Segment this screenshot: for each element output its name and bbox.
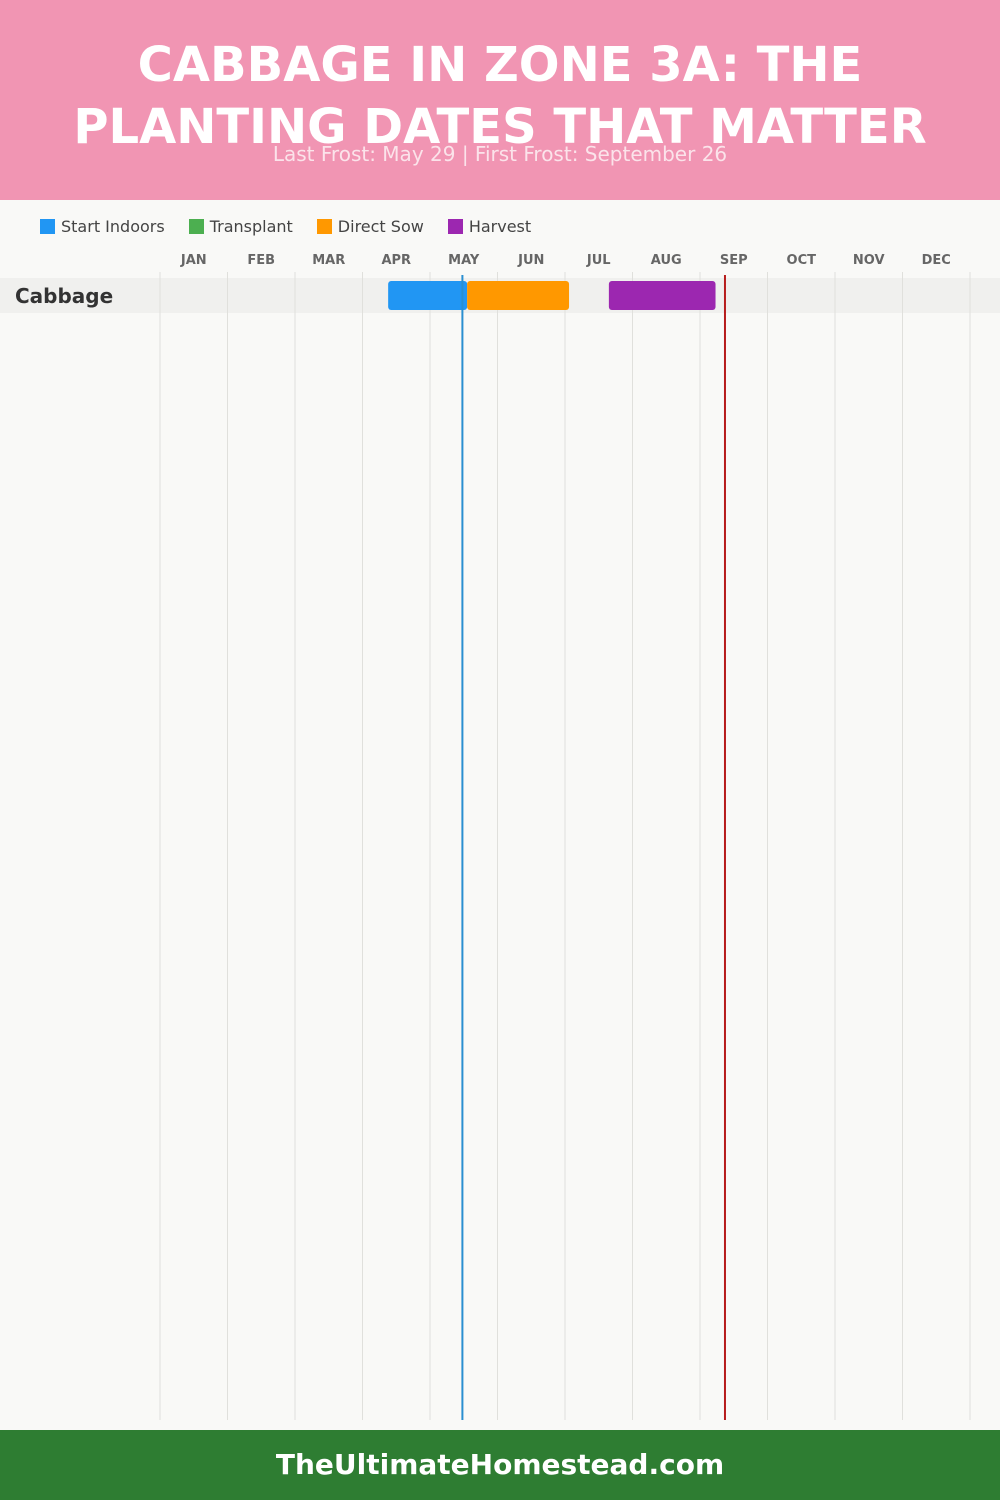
month-tick-label: APR bbox=[381, 253, 411, 268]
month-tick-label: OCT bbox=[787, 253, 817, 268]
legend-label: Direct Sow bbox=[337, 216, 424, 236]
chart-legend: Start Indoors Transplant Direct Sow Harv… bbox=[40, 214, 531, 238]
bar-harvest bbox=[608, 281, 716, 310]
planting-calendar-chart: JAN FEB MAR APR MAY JUN JUL AUG SEP OCT NOV DEC Cabb… bbox=[0, 253, 1000, 1420]
frost-dates-subtitle: Last Frost: May 29 | First Frost: Septem… bbox=[272, 142, 728, 166]
page-title: CABBAGE IN ZONE 3A: THE PLANTING DATES T… bbox=[73, 37, 927, 155]
legend-item-harvest: Harvest bbox=[447, 216, 532, 236]
legend-swatch-transplant bbox=[188, 218, 204, 234]
month-tick-label: SEP bbox=[720, 253, 748, 268]
month-tick-label: NOV bbox=[853, 253, 885, 268]
bar-direct-sow bbox=[467, 281, 570, 310]
month-tick-label: FEB bbox=[247, 253, 275, 268]
legend-swatch-start-indoors bbox=[40, 218, 55, 234]
bar-start-indoors bbox=[388, 281, 468, 310]
legend-swatch-direct-sow bbox=[316, 218, 332, 234]
month-tick-label: JUL bbox=[586, 253, 611, 268]
month-tick-label: MAY bbox=[448, 253, 480, 268]
legend-item-start-indoors: Start Indoors bbox=[40, 217, 165, 236]
legend-swatch-harvest bbox=[447, 218, 463, 234]
month-tick-label: AUG bbox=[651, 253, 682, 268]
month-tick-label: MAR bbox=[312, 253, 345, 268]
footer-banner: TheUltimateHomestead.com bbox=[0, 1430, 1000, 1500]
month-tick-label: DEC bbox=[922, 253, 951, 268]
legend-item-transplant: Transplant bbox=[188, 216, 293, 236]
month-tick-label: JUN bbox=[517, 253, 544, 268]
legend-label: Start Indoors bbox=[61, 216, 165, 236]
legend-label: Harvest bbox=[468, 216, 532, 236]
legend-label: Transplant bbox=[209, 216, 293, 236]
crop-label: Cabbage bbox=[15, 284, 113, 308]
legend-item-direct-sow: Direct Sow bbox=[316, 216, 424, 236]
month-tick-label: JAN bbox=[180, 253, 207, 268]
footer-site-link[interactable]: TheUltimateHomestead.com bbox=[275, 1448, 725, 1481]
header-banner: CABBAGE IN ZONE 3A: THE PLANTING DATES T… bbox=[0, 0, 1000, 200]
